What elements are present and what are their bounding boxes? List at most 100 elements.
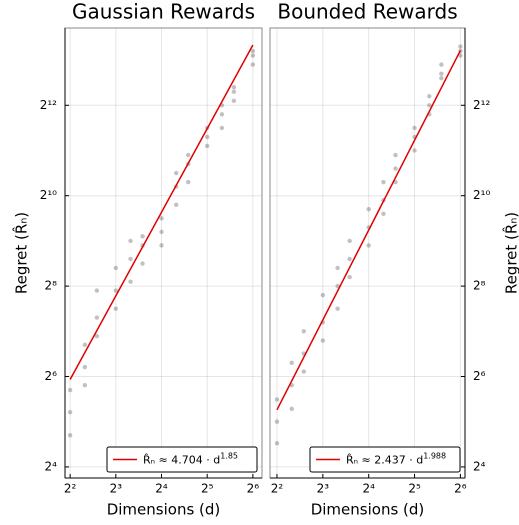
- scatter-point: [113, 265, 119, 271]
- legend-exponent: 1.988: [423, 451, 446, 460]
- x-axis-label: Dimensions (d): [311, 501, 425, 519]
- scatter-point: [250, 62, 256, 67]
- y-tick-label: 2¹⁰: [40, 188, 57, 202]
- scatter-point: [366, 243, 371, 248]
- x-tick-label: 2³: [317, 482, 330, 496]
- x-tick-label: 2⁴: [362, 482, 375, 496]
- y-tick-label: 2⁴: [473, 459, 486, 473]
- y-tick-label: 2¹²: [473, 98, 490, 112]
- scatter-point: [113, 306, 119, 311]
- x-tick-label: 2⁵: [408, 482, 421, 496]
- scatter-point: [159, 216, 164, 221]
- x-tick-label: 2³: [110, 482, 123, 496]
- scatter-point: [67, 387, 73, 393]
- legend-label: R̂ₙ ≈ 2.437 · d1.988: [346, 451, 446, 467]
- scatter-point: [427, 103, 432, 108]
- scatter-point: [347, 274, 352, 280]
- scatter-point: [289, 406, 294, 412]
- scatter-point: [113, 288, 119, 293]
- fit-line: [276, 50, 462, 411]
- scatter-point: [82, 383, 88, 388]
- scatter-point: [186, 179, 191, 185]
- x-tick-label: 2⁵: [201, 482, 214, 496]
- scatter-point: [393, 166, 398, 171]
- legend-box: [309, 446, 461, 473]
- scatter-point: [274, 397, 280, 402]
- scatter-point: [186, 152, 191, 158]
- chart-title: Gaussian Rewards: [72, 0, 255, 24]
- scatter-point: [381, 211, 386, 216]
- x-tick-label: 2²: [271, 482, 284, 496]
- scatter-point: [231, 89, 237, 94]
- scatter-point: [128, 279, 133, 284]
- scatter-point: [174, 170, 179, 176]
- y-tick-label: 2⁸: [473, 279, 486, 293]
- legend-label: R̂ₙ ≈ 4.704 · d1.85: [143, 451, 238, 467]
- scatter-point: [204, 134, 210, 140]
- scatter-point: [347, 238, 352, 244]
- y-tick-label: 2⁶: [473, 369, 486, 383]
- scatter-point: [335, 265, 340, 271]
- scatter-point: [128, 238, 133, 244]
- scatter-point: [274, 441, 280, 446]
- scatter-point: [94, 333, 100, 339]
- scatter-point: [301, 329, 306, 334]
- scatter-point: [204, 143, 210, 149]
- scatter-point: [412, 148, 417, 153]
- scatter-point: [427, 94, 432, 99]
- y-tick-label: 2⁸: [45, 279, 58, 293]
- scatter-point: [458, 53, 463, 58]
- x-axis-label: Dimensions (d): [107, 501, 221, 519]
- fit-line: [69, 44, 254, 380]
- scatter-point: [67, 433, 73, 438]
- scatter-point: [140, 261, 145, 266]
- scatter-point: [320, 338, 326, 343]
- scatter-point: [366, 207, 371, 212]
- x-tick-label: 2²: [64, 482, 77, 496]
- scatter-point: [159, 243, 164, 248]
- legend-text: R̂ₙ ≈ 4.704 · d: [143, 453, 220, 466]
- y-axis-label: Regret (R̂ₙ): [12, 212, 31, 294]
- y-axis-label: Regret (R̂ₙ): [502, 212, 519, 294]
- scatter-point: [412, 125, 417, 131]
- scatter-point: [381, 179, 386, 185]
- scatter-point: [231, 85, 237, 90]
- y-tick-label: 2¹⁰: [473, 188, 490, 202]
- scatter-point: [301, 369, 306, 374]
- scatter-point: [94, 288, 100, 293]
- scatter-point: [219, 125, 225, 131]
- scatter-point: [128, 256, 133, 262]
- scatter-point: [250, 48, 256, 54]
- x-tick-label: 2⁶: [247, 482, 260, 496]
- legend-box: [106, 446, 258, 473]
- scatter-point: [458, 44, 463, 49]
- plot-frame: [269, 27, 466, 479]
- scatter-point: [320, 292, 326, 298]
- scatter-point: [439, 71, 444, 76]
- scatter-point: [219, 112, 225, 117]
- scatter-point: [347, 256, 352, 262]
- chart-title: Bounded Rewards: [277, 0, 457, 24]
- scatter-point: [82, 342, 88, 348]
- scatter-point: [82, 364, 88, 370]
- scatter-point: [439, 75, 444, 81]
- scatter-point: [335, 306, 340, 311]
- legend-text: R̂ₙ ≈ 2.437 · d: [346, 453, 423, 466]
- y-tick-label: 2⁴: [45, 459, 58, 473]
- plot-frame: [64, 27, 263, 479]
- y-tick-label: 2¹²: [40, 98, 57, 112]
- scatter-point: [67, 410, 73, 415]
- scatter-point: [140, 234, 145, 239]
- scatter-point: [335, 283, 340, 289]
- scatter-point: [274, 419, 280, 424]
- scatter-point: [439, 62, 444, 67]
- y-tick-label: 2⁶: [45, 369, 58, 383]
- scatter-point: [289, 360, 294, 365]
- scatter-point: [250, 53, 256, 58]
- x-tick-label: 2⁴: [155, 482, 168, 496]
- scatter-point: [393, 152, 398, 158]
- scatter-point: [231, 98, 237, 103]
- scatter-point: [174, 202, 179, 207]
- scatter-point: [94, 315, 100, 320]
